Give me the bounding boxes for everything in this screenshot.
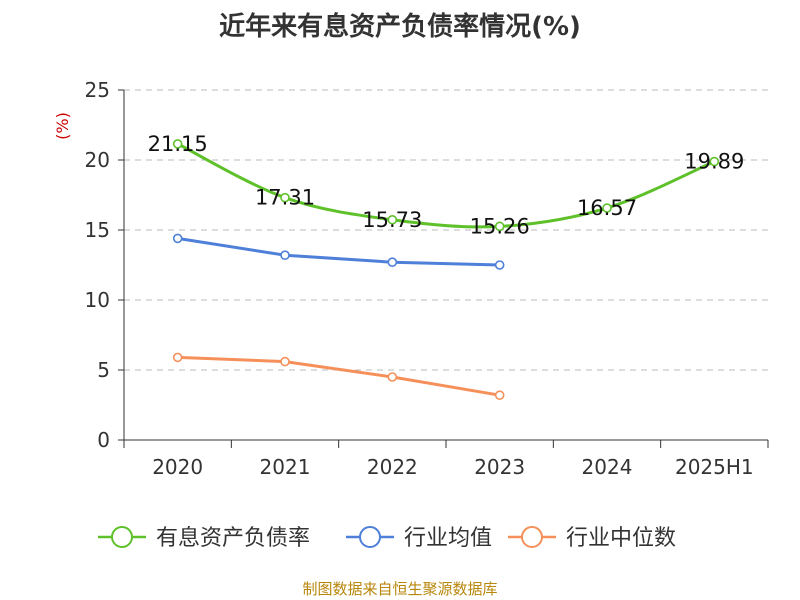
legend-label: 行业中位数: [566, 526, 676, 551]
data-point-0-5: [709, 156, 720, 167]
legend-swatch-marker: [521, 526, 543, 548]
y-tick-label: 15: [85, 218, 110, 242]
series-line-2: [177, 355, 500, 397]
data-label: 19.89: [684, 150, 744, 174]
grid-lines: [124, 89, 768, 371]
data-point-1-2: [387, 257, 398, 268]
series-line-1: [177, 236, 500, 267]
data-label: 15.73: [362, 208, 422, 232]
data-point-1-1: [280, 250, 290, 260]
data-point-2-2: [387, 372, 398, 382]
x-tick-label: 2023: [474, 455, 525, 479]
legend-item-2: 行业中位数: [508, 526, 676, 551]
x-tick-label: 2020: [152, 455, 203, 479]
data-label: 17.31: [255, 186, 315, 210]
data-point-2-1: [280, 356, 290, 367]
data-label: 16.57: [577, 196, 637, 220]
chart-title: 近年来有息资产负债率情况(%): [219, 12, 581, 42]
data-point-0-3: [494, 221, 505, 232]
y-tick-label: 5: [97, 358, 110, 382]
legend-swatch-marker: [359, 526, 381, 548]
data-label: 15.26: [470, 214, 530, 238]
legend: 有息资产负债率 行业均值 行业中位数: [98, 526, 676, 551]
legend-label: 有息资产负债率: [156, 526, 310, 551]
y-tick-label: 25: [85, 78, 110, 102]
legend-item-1: 行业均值: [346, 526, 492, 551]
data-labels: 21.15 17.31 15.73 15.26 16.57 19.89: [148, 132, 745, 238]
data-point-0-4: [602, 203, 612, 213]
data-point-0-1: [280, 192, 290, 203]
data-point-1-0: [172, 233, 183, 244]
x-tick-label: 2025H1: [675, 455, 754, 479]
data-point-0-2: [387, 214, 398, 225]
series: [172, 139, 720, 401]
x-tick-label: 2022: [367, 455, 418, 479]
y-axis-unit: (%): [53, 112, 72, 140]
legend-item-0: 有息资产负债率: [98, 526, 310, 551]
y-tick-label: 10: [85, 288, 110, 312]
data-point-2-0: [172, 352, 183, 363]
legend-label: 行业均值: [404, 526, 492, 551]
data-point-2-3: [494, 390, 505, 401]
x-tick-label: 2024: [582, 455, 633, 479]
y-tick-label: 0: [97, 428, 110, 452]
data-label: 21.15: [148, 132, 208, 156]
y-tick-label: 20: [85, 148, 110, 172]
data-point-0-0: [172, 139, 183, 149]
legend-swatch-marker: [111, 526, 133, 548]
data-point-1-3: [494, 260, 505, 270]
source-note: 制图数据来自恒生聚源数据库: [302, 580, 498, 598]
series-line-0: [176, 142, 715, 229]
x-tick-label: 2021: [260, 455, 311, 479]
axes: 0 5 10 15 20 25 (%) 2020 2021 2022 2023 2024 2025H1: [53, 78, 769, 479]
